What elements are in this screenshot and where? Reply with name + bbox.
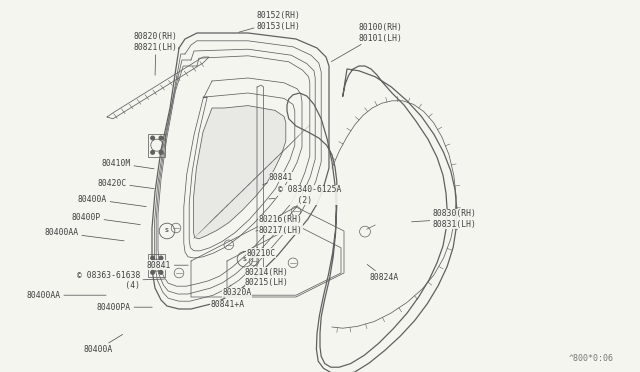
Text: © 08363-61638
     (4): © 08363-61638 (4)	[77, 271, 164, 291]
Text: 80830(RH)
80831(LH): 80830(RH) 80831(LH)	[412, 209, 477, 229]
Circle shape	[151, 151, 154, 154]
Text: S: S	[243, 257, 247, 262]
Text: 80820(RH)
80821(LH): 80820(RH) 80821(LH)	[134, 32, 178, 75]
Text: © 08340-6125A
    (2): © 08340-6125A (2)	[269, 185, 341, 205]
Text: 80100(RH)
80101(LH): 80100(RH) 80101(LH)	[332, 23, 403, 62]
Circle shape	[159, 256, 163, 260]
Text: 80216(RH)
80217(LH): 80216(RH) 80217(LH)	[256, 215, 303, 235]
Text: 80400AA: 80400AA	[45, 228, 124, 241]
Text: S: S	[165, 228, 169, 234]
Text: 80841+A: 80841+A	[211, 297, 245, 309]
Text: 80841: 80841	[262, 173, 293, 185]
Text: 80824A: 80824A	[367, 264, 399, 282]
Text: ^800*0:06: ^800*0:06	[569, 354, 614, 363]
Text: 80400PA: 80400PA	[97, 303, 152, 312]
Text: 80841: 80841	[147, 261, 188, 270]
Text: 80400A: 80400A	[77, 195, 147, 206]
Bar	[148, 254, 165, 277]
Text: 80320A: 80320A	[223, 285, 252, 297]
Circle shape	[151, 270, 154, 274]
Text: 80410M: 80410M	[102, 159, 154, 169]
Text: 80400A: 80400A	[84, 334, 123, 354]
Text: 80152(RH)
80153(LH): 80152(RH) 80153(LH)	[239, 11, 301, 32]
Circle shape	[151, 256, 154, 260]
Circle shape	[151, 136, 154, 140]
Text: 80210C: 80210C	[247, 247, 276, 258]
Circle shape	[159, 270, 163, 274]
Circle shape	[159, 151, 163, 154]
Text: 80214(RH)
80215(LH): 80214(RH) 80215(LH)	[245, 267, 289, 287]
Text: 80420C: 80420C	[97, 179, 154, 189]
Text: 80400AA: 80400AA	[27, 291, 106, 300]
Polygon shape	[193, 106, 286, 239]
Bar	[148, 134, 165, 157]
Text: 80400P: 80400P	[72, 213, 140, 225]
Circle shape	[159, 136, 163, 140]
